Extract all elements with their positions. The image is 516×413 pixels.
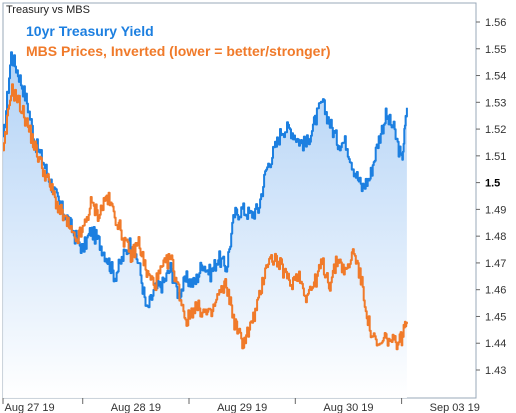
line-layer [3,51,408,351]
y-axis: 1.56 1.55 1.54 1.53 1.52 1.51 1.5 1.49 1.48 1.47 1… [476,17,506,377]
area-layer [3,52,407,398]
chart-title: Treasury vs MBS [6,4,90,16]
y-tick-label: 1.56 [485,17,506,29]
y-tick-label: 1.48 [485,231,506,243]
y-tick-label: 1.5 [485,178,500,190]
legend-mbs-label: MBS Prices, Inverted (lower = better/str… [26,43,331,59]
y-tick-label: 1.49 [485,204,506,216]
y-tick-label: 1.53 [485,97,506,109]
y-tick-label: 1.44 [485,338,506,350]
x-tick-label: Sep 03 19 [430,402,480,413]
y-tick-label: 1.51 [485,151,506,163]
y-tick-label: 1.55 [485,44,506,56]
x-axis: Aug 27 19 Aug 28 19 Aug 29 19 Aug 30 19 Sep … [2,398,480,413]
y-tick-label: 1.46 [485,285,506,297]
y-tick-label: 1.43 [485,365,506,377]
mbs-price-line [3,83,408,351]
y-tick-label: 1.45 [485,311,506,323]
x-tick-label: Aug 29 19 [217,402,267,413]
x-tick-label: Aug 30 19 [323,402,373,413]
y-tick-label: 1.54 [485,71,506,83]
x-tick-label: Aug 27 19 [4,402,54,413]
treasury-area-fill [3,52,407,398]
y-tick-label: 1.52 [485,124,506,136]
x-tick-label: Aug 28 19 [111,402,161,413]
legend-treasury-label: 10yr Treasury Yield [26,23,154,39]
treasury-yield-line [3,51,408,309]
y-tick-label: 1.47 [485,258,506,270]
